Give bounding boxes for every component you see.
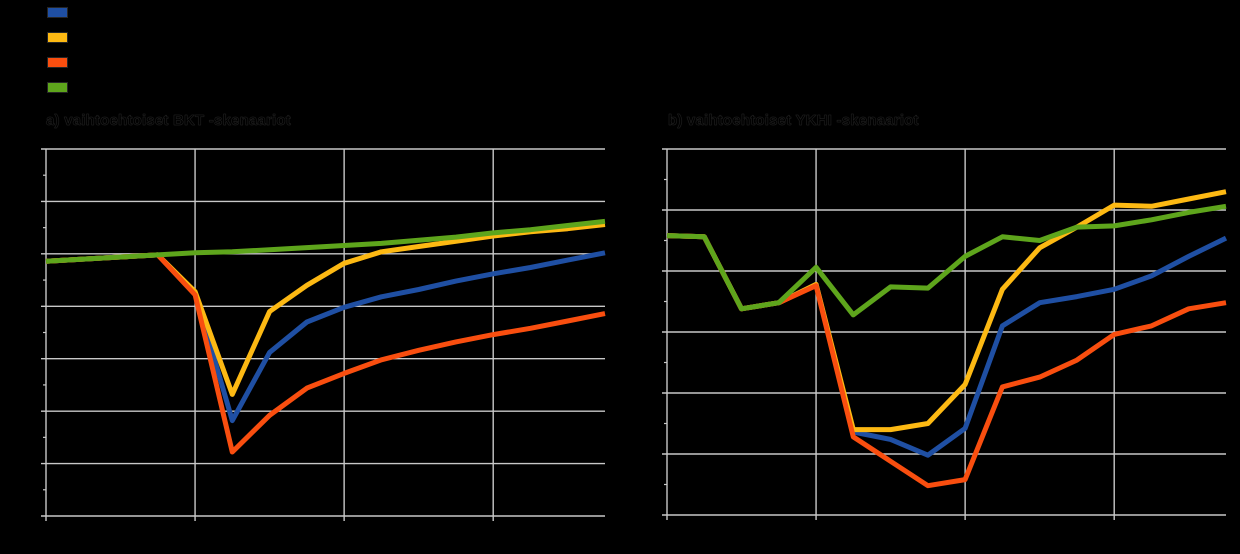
legend-swatch-blue xyxy=(47,7,68,18)
legend-swatch-orange xyxy=(47,57,68,68)
legend-item-3 xyxy=(47,57,74,68)
legend-item-4 xyxy=(47,82,74,93)
panel-b-title: b) vaihtoehtoiset YKHI -skenaariot xyxy=(668,112,919,130)
legend-item-2 xyxy=(47,32,74,43)
legend-item-1 xyxy=(47,7,74,18)
legend-swatch-green xyxy=(47,82,68,93)
legend-swatch-yellow xyxy=(47,32,68,43)
panel-a-title: a) vaihtoehtoiset BKT -skenaariot xyxy=(46,112,291,130)
